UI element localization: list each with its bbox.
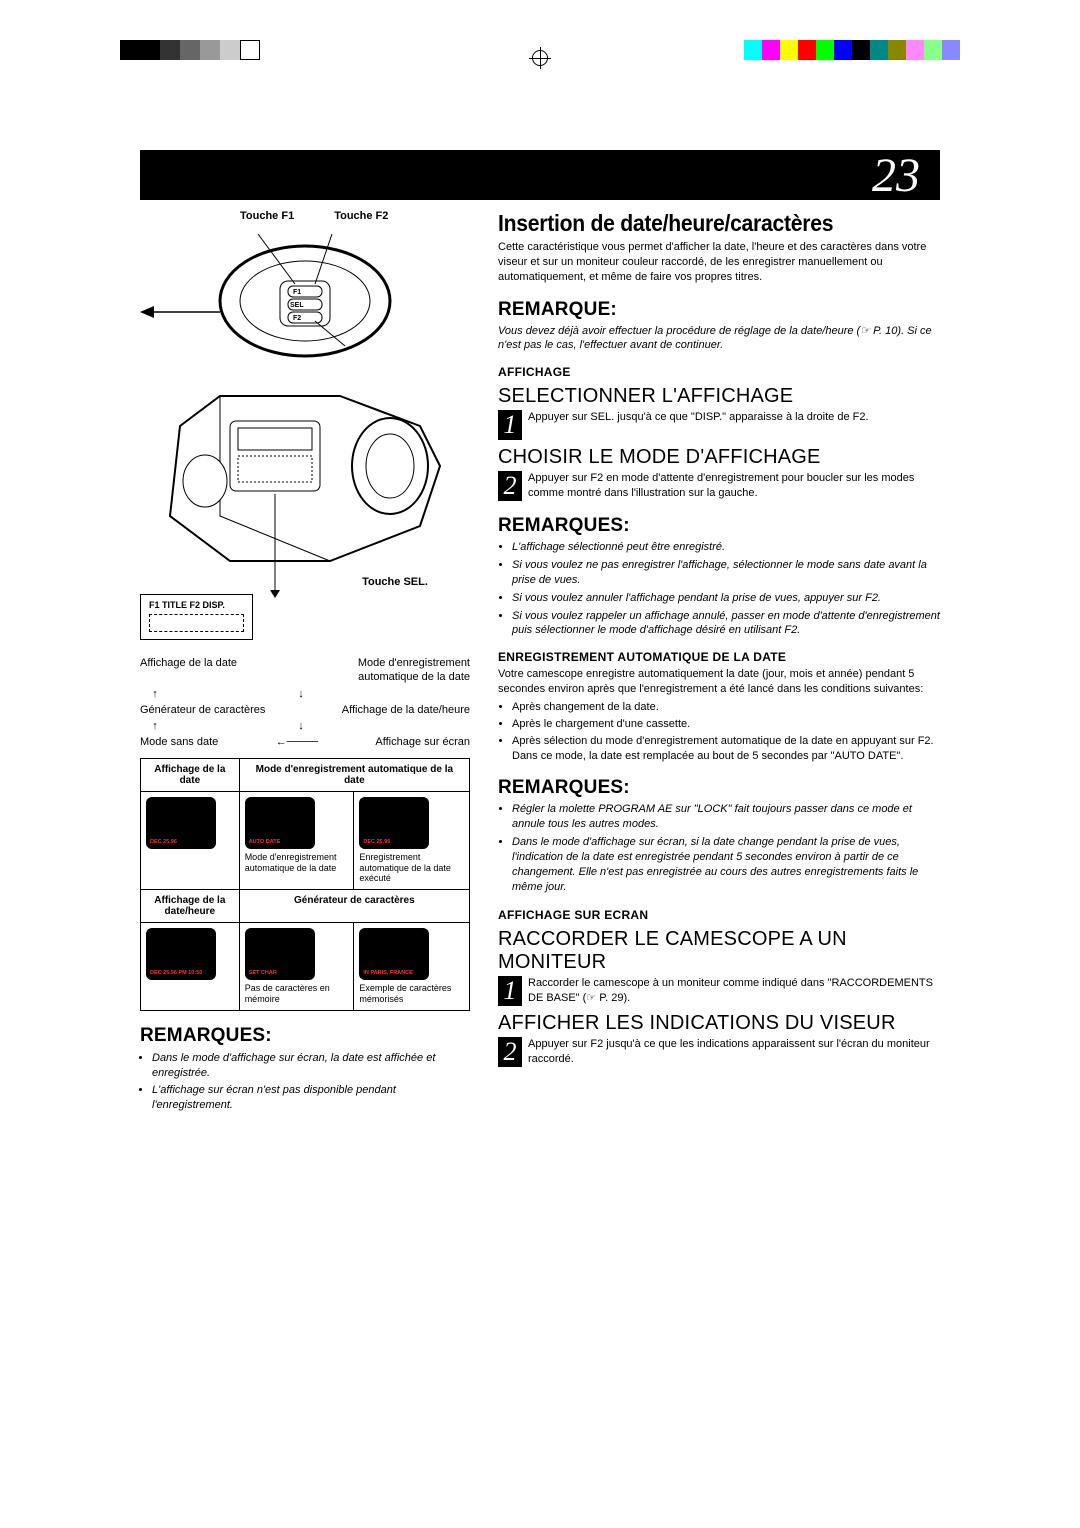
screen-r2s2a: SET CHAR xyxy=(249,970,311,976)
svg-text:F1: F1 xyxy=(293,289,301,296)
flow-l3b: Affichage sur écran xyxy=(375,735,470,749)
step1-title: SELECTIONNER L'AFFICHAGE xyxy=(498,385,940,408)
right-column: Insertion de date/heure/caractères Cette… xyxy=(498,210,940,1408)
ad2: Après le chargement d'une cassette. xyxy=(512,717,940,732)
mode-table: Affichage de la date Mode d'enregistreme… xyxy=(140,758,470,1011)
label-touche-f1: Touche F1 xyxy=(240,210,294,222)
remarque-h1: REMARQUE: xyxy=(498,299,940,321)
r1d: Si vous voulez rappeler un affichage ann… xyxy=(512,609,940,639)
flow-l2b: Affichage de la date/heure xyxy=(342,703,470,717)
screen-r2s1: DEC 25.96 PM 10:50 xyxy=(150,970,212,976)
label-touche-f2: Touche F2 xyxy=(334,210,388,222)
step3-number: 1 xyxy=(498,976,522,1006)
th-r1h1: Affichage de la date xyxy=(141,758,240,791)
autodate-p: Votre camescope enregistre automatiqueme… xyxy=(498,667,940,697)
page-header-band: 23 xyxy=(140,150,940,200)
remarques2-h: REMARQUES: xyxy=(498,777,940,799)
flow-diagram: Affichage de la date Mode d'enregistreme… xyxy=(140,650,470,750)
remarques-left-title: REMARQUES: xyxy=(140,1025,470,1047)
remarques1-h: REMARQUES: xyxy=(498,515,940,537)
rl-n2: L'affichage sur écran n'est pas disponib… xyxy=(152,1083,470,1113)
cap-r2c2b: Exemple de caractères mémorisés xyxy=(359,983,464,1005)
th-r1h2: Mode d'enregistrement automatique de la … xyxy=(239,758,469,791)
ad1: Après changement de la date. xyxy=(512,700,940,715)
r1a: L'affichage sélectionné peut être enregi… xyxy=(512,540,940,555)
screen-r1s2b: DEC 25.96 xyxy=(363,839,425,845)
ecran-head: AFFICHAGE SUR ECRAN xyxy=(498,908,940,922)
left-column: Touche F1 Touche F2 F1 SEL F2 xyxy=(140,210,470,1408)
step2-number: 2 xyxy=(498,471,522,501)
step2-title: CHOISIR LE MODE D'AFFICHAGE xyxy=(498,446,940,469)
step3-title: RACCORDER LE CAMESCOPE A UN MONITEUR xyxy=(498,928,940,974)
r2a: Régler la molette PROGRAM AE sur "LOCK" … xyxy=(512,802,940,832)
intro-p: Cette caractéristique vous permet d'affi… xyxy=(498,240,940,285)
flow-l2a: Générateur de caractères xyxy=(140,703,265,717)
autodate-head: ENREGISTREMENT AUTOMATIQUE DE LA DATE xyxy=(498,650,940,664)
step1-number: 1 xyxy=(498,410,522,440)
cap-r1c2a: Mode d'enregistrement automatique de la … xyxy=(245,852,349,874)
page-number: 23 xyxy=(872,148,920,203)
step4-text: Appuyer sur F2 jusqu'à ce que les indica… xyxy=(528,1037,940,1067)
flow-l1b: Mode d'enregistrement automatique de la … xyxy=(320,656,470,685)
ad3: Après sélection du mode d'enregistrement… xyxy=(512,734,940,764)
r1c: Si vous voulez annuler l'affichage penda… xyxy=(512,591,940,606)
flow-l1a: Affichage de la date xyxy=(140,656,237,685)
main-title: Insertion de date/heure/caractères xyxy=(498,210,905,237)
cap-r1c2b: Enregistrement automatique de la date ex… xyxy=(359,852,464,884)
screen-r2s2b: IN PARIS, FRANCE xyxy=(363,970,425,976)
svg-text:F2: F2 xyxy=(293,315,301,322)
flow-l3a: Mode sans date xyxy=(140,735,218,749)
th-r2h1: Affichage de la date/heure xyxy=(141,890,240,923)
cap-r2c2a: Pas de caractères en mémoire xyxy=(245,983,349,1005)
step1-text: Appuyer sur SEL. jusqu'à ce que "DISP." … xyxy=(528,410,869,425)
th-r2h2: Générateur de caractères xyxy=(239,890,469,923)
step3-text: Raccorder le camescope à un moniteur com… xyxy=(528,976,940,1006)
r2b: Dans le mode d'affichage sur écran, si l… xyxy=(512,835,940,894)
remarque-p1: Vous devez déjà avoir effectuer la procé… xyxy=(498,324,940,354)
step4-title: AFFICHER LES INDICATIONS DU VISEUR xyxy=(498,1012,940,1035)
printer-marks xyxy=(0,40,1080,80)
step4-number: 2 xyxy=(498,1037,522,1067)
screen-r1s2a: AUTO DATE xyxy=(249,839,311,845)
affichage-head: AFFICHAGE xyxy=(498,365,940,379)
step2-text: Appuyer sur F2 en mode d'attente d'enreg… xyxy=(528,471,940,501)
rl-n1: Dans le mode d'affichage sur écran, la d… xyxy=(152,1051,470,1081)
svg-text:SEL: SEL xyxy=(290,302,304,309)
camcorder-diagram: F1 SEL F2 xyxy=(140,226,470,606)
r1b: Si vous voulez ne pas enregistrer l'affi… xyxy=(512,558,940,588)
screen-r1s1: DEC 25.96 xyxy=(150,839,212,845)
